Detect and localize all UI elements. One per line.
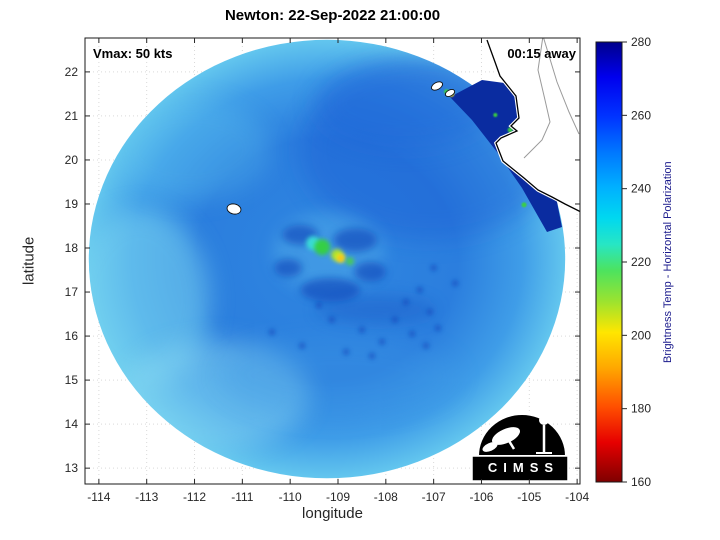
coastal-convective-cell [507, 127, 513, 133]
state-border [543, 38, 580, 135]
dark-speckle [328, 316, 336, 324]
tb-shading-patch [110, 99, 271, 200]
colorbar-tick-label: 220 [631, 255, 651, 269]
dark-speckle [402, 298, 410, 306]
dark-speckle [378, 338, 386, 346]
colorbar-tick-label: 200 [631, 328, 651, 342]
x-tick-label: -108 [374, 490, 398, 504]
dark-speckle [315, 301, 323, 309]
tb-shading-patch [218, 335, 458, 416]
dark-speckle [342, 348, 350, 356]
y-tick-label: 19 [65, 197, 79, 211]
plot-title: Newton: 22-Sep-2022 21:00:00 [224, 7, 441, 24]
tb-shading-patch [314, 57, 495, 148]
y-tick-label: 18 [65, 241, 79, 255]
dark-speckle [426, 308, 434, 316]
x-tick-label: -105 [517, 490, 541, 504]
y-tick-label: 20 [65, 153, 79, 167]
swath-imagery [88, 57, 560, 451]
x-tick-label: -114 [87, 490, 110, 504]
x-tick-label: -109 [326, 490, 350, 504]
satellite-dish-icon [482, 442, 498, 452]
plot-border [84, 37, 581, 485]
y-axis-label: latitude [20, 236, 38, 286]
dish-mount [504, 435, 516, 450]
x-tick-label: -104 [565, 490, 589, 504]
coastal-convective-cell [521, 202, 527, 208]
dark-speckle [451, 279, 459, 287]
dark-speckle [430, 264, 438, 272]
colorbar-tick-label: 280 [631, 35, 651, 49]
cimss-logo [471, 413, 569, 482]
x-tick-label: -112 [183, 490, 206, 504]
island-outline [444, 89, 456, 97]
islands [226, 81, 456, 215]
y-tick-label: 16 [65, 329, 79, 343]
y-tick-label: 17 [65, 285, 79, 299]
dark-speckle [408, 330, 416, 338]
dark-speckle [298, 342, 306, 350]
x-tick-label: -107 [422, 490, 446, 504]
colorbar [595, 41, 623, 483]
cimss-logo-text: CIMSS [487, 460, 560, 475]
colorbar-label: Brightness Temp - Horizontal Polarizatio… [662, 161, 674, 363]
y-tick-label: 13 [65, 461, 79, 475]
x-axis-label: longitude [302, 505, 363, 522]
colorbar-ticks: 160 180 200 220 240 260 280 [622, 35, 651, 489]
dark-speckle [268, 328, 276, 336]
coastline [486, 39, 580, 213]
colorbar-tick-label: 240 [631, 182, 651, 196]
y-tick-label: 15 [65, 373, 79, 387]
x-tick-label: -111 [231, 490, 254, 504]
colorbar-tick-label: 260 [631, 108, 651, 122]
dark-speckle [416, 286, 424, 294]
x-tick-label: -110 [279, 490, 302, 504]
dark-speckle [358, 326, 366, 334]
y-tick-label: 22 [65, 65, 79, 79]
convective-cell [338, 255, 344, 261]
rainband-blob [333, 228, 378, 253]
state-border [523, 38, 551, 159]
coastal-convective-cell [493, 113, 498, 118]
axis-ticks: -114 -113 -112 -111 -110 -109 -108 -107 -106 -105… [65, 38, 589, 504]
convective-cell [345, 257, 354, 266]
island-outline [226, 203, 242, 215]
vmax-annotation: Vmax: 50 kts [93, 46, 173, 61]
rainband-blob [274, 258, 303, 277]
rainband-blob [354, 261, 387, 282]
land-mass [485, 38, 580, 214]
dark-speckle [434, 324, 442, 332]
colorbar-tick-label: 180 [631, 402, 651, 416]
radar-dome-icon [539, 415, 549, 425]
y-tick-label: 14 [65, 417, 79, 431]
island-outline [431, 81, 443, 91]
x-tick-label: -106 [469, 490, 493, 504]
dark-speckle [391, 316, 399, 324]
dark-speckle [368, 352, 376, 360]
cimss-banner [471, 455, 569, 482]
y-tick-label: 21 [65, 109, 79, 123]
dark-speckle [422, 342, 430, 350]
rainband-blob [300, 277, 361, 302]
x-tick-label: -113 [135, 490, 158, 504]
convective-cell [314, 239, 331, 256]
colorbar-tick-label: 160 [631, 475, 651, 489]
time-offset-annotation: 00:15 away [507, 46, 576, 61]
